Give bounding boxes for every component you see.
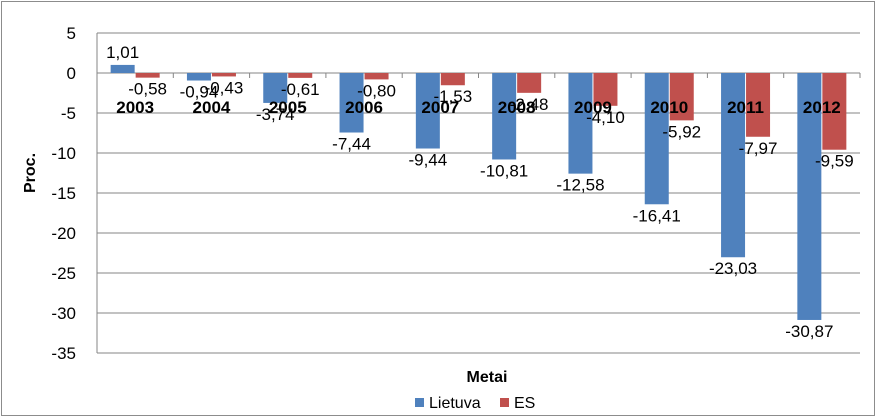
category-label-2010: 2010	[650, 98, 688, 117]
data-label-es-2005: -0,61	[281, 80, 320, 99]
data-label-es-2007: -1,53	[433, 87, 472, 106]
x-axis-title: Metai	[467, 369, 508, 386]
data-label-es-2004: -0,43	[205, 78, 244, 97]
data-label-lietuva-2010: -16,41	[633, 206, 681, 225]
bar-es-2006	[364, 73, 389, 80]
x-category-labels: 2003 2004 2005 2006 2007 2008 2009 2010 2011 2012	[116, 98, 841, 117]
y-tick-label: -20	[51, 224, 76, 243]
data-label-es-2010: -5,92	[662, 122, 701, 141]
bar-lietuva-2007	[415, 73, 440, 149]
bar-lietuva-2008	[492, 73, 517, 160]
bar-es-2007	[440, 73, 465, 86]
bar-es-2009	[593, 73, 618, 106]
y-axis-title: Proc.	[22, 153, 39, 193]
y-tick-label: -35	[51, 344, 76, 363]
legend-label-es: ES	[514, 395, 535, 412]
data-label-lietuva-2011: -23,03	[709, 259, 757, 278]
data-label-lietuva-2004: -0,94	[180, 83, 219, 102]
y-tick-label: -15	[51, 184, 76, 203]
y-tick-label: -10	[51, 144, 76, 163]
data-label-es-2012: -9,59	[815, 152, 854, 171]
y-tick-label: 5	[67, 24, 76, 43]
data-label-lietuva-2006: -7,44	[332, 135, 371, 154]
data-label-es-2008: -2,48	[510, 95, 549, 114]
data-label-lietuva-2005: -3,74	[256, 105, 295, 124]
data-label-lietuva-2003: 1,01	[106, 43, 139, 62]
data-label-es-2003: -0,58	[128, 80, 167, 99]
legend-swatch-lietuva	[415, 398, 424, 407]
bar-es-2012	[822, 73, 847, 150]
data-label-es-2006: -0,80	[357, 81, 396, 100]
bar-lietuva-2009	[568, 73, 593, 174]
category-label-2007: 2007	[421, 98, 459, 117]
bar-es-2005	[288, 73, 313, 78]
y-tick-labels: 5 0 -5 -10 -15 -20 -25 -30 -35	[51, 24, 76, 363]
legend: Lietuva ES	[415, 395, 535, 412]
category-label-2006: 2006	[345, 98, 383, 117]
data-label-es-2011: -7,97	[739, 139, 778, 158]
data-label-lietuva-2007: -9,44	[408, 151, 447, 170]
data-labels: 1,01 -0,58 -0,94-0,43 -3,74 -0,61 -7,44 -0,80 -…	[106, 43, 854, 341]
y-tick-label: 0	[67, 64, 76, 83]
category-label-2012: 2012	[803, 98, 841, 117]
bar-es-2008	[517, 73, 542, 93]
bar-es-2004	[211, 73, 236, 77]
category-label-2004: 2004	[193, 98, 231, 117]
bars	[110, 64, 847, 320]
y-tick-label: -25	[51, 264, 76, 283]
bar-es-2003	[135, 73, 160, 78]
data-label-es-2009: -4,10	[586, 108, 625, 127]
category-label-2005: 2005	[269, 98, 307, 117]
bar-lietuva-2011	[721, 73, 746, 258]
category-label-2011: 2011	[727, 98, 764, 117]
data-label-lietuva-2009: -12,58	[556, 176, 604, 195]
y-tick-label: -5	[61, 104, 76, 123]
category-label-2008: 2008	[498, 98, 536, 117]
bar-lietuva-2003	[110, 64, 135, 73]
bar-lietuva-2004	[186, 73, 211, 81]
category-label-2003: 2003	[116, 98, 154, 117]
y-tick-label: -30	[51, 304, 76, 323]
bar-es-2010	[669, 73, 694, 121]
data-label-lietuva-2008: -10,81	[480, 161, 528, 180]
category-label-2009: 2009	[574, 98, 612, 117]
bar-lietuva-2005	[263, 73, 288, 103]
bar-lietuva-2006	[339, 73, 364, 133]
data-label-lietuva-2012: -30,87	[785, 322, 833, 341]
legend-swatch-es	[500, 398, 509, 407]
bar-es-2011	[746, 73, 771, 137]
bar-lietuva-2010	[644, 73, 669, 205]
bar-lietuva-2012	[797, 73, 822, 320]
legend-label-lietuva: Lietuva	[429, 395, 481, 412]
